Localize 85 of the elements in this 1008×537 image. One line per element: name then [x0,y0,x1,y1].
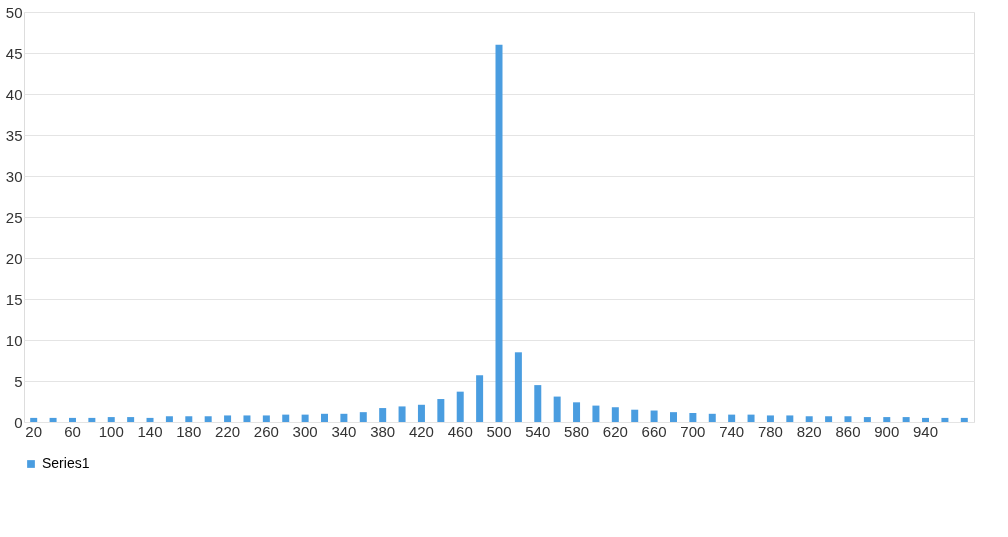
x-tick-label: 580 [564,422,590,440]
bar [282,414,290,422]
bar [922,417,930,422]
bar [592,405,600,422]
bar [68,417,76,422]
bar [669,412,677,422]
bar [88,417,96,422]
bar [30,417,38,422]
bar [805,416,813,422]
y-tick-label: 25 [5,208,23,226]
x-tick-label: 660 [641,422,667,440]
bar [689,412,697,422]
bar [863,417,871,422]
y-tick-label: 10 [5,331,23,349]
y-tick-label: 20 [5,249,23,267]
y-tick-label: 45 [5,44,23,62]
bar [902,417,910,422]
bar [747,414,755,422]
bar [941,417,949,422]
x-tick-label: 780 [757,422,783,440]
x-tick-label: 340 [331,422,357,440]
x-tick-label: 620 [602,422,628,440]
bar [844,416,852,422]
bar [262,415,270,422]
x-tick-label: 420 [408,422,434,440]
bar [49,417,57,422]
x-tick-label: 60 [64,422,81,440]
bar [476,375,484,422]
x-tick-label: 540 [525,422,551,440]
bar [766,415,774,422]
legend-label: Series1 [42,455,90,471]
y-tick-label: 35 [5,126,23,144]
y-tick-label: 5 [14,372,23,390]
bar [146,417,154,422]
x-tick-label: 180 [176,422,202,440]
x-tick-label: 860 [835,422,861,440]
bar [224,415,232,422]
y-tick-label: 50 [5,3,23,21]
x-tick-label: 900 [874,422,900,440]
x-tick-label: 460 [447,422,473,440]
y-tick-label: 30 [5,167,23,185]
bar [340,413,348,422]
x-tick-label: 260 [253,422,279,440]
x-tick-label: 700 [680,422,706,440]
bar [165,416,173,422]
bar [611,407,619,422]
bar [960,417,968,422]
bar [359,412,367,422]
x-tick-label: 100 [98,422,124,440]
bar [708,413,716,422]
bar [107,417,115,422]
x-tick-label: 300 [292,422,318,440]
y-tick-label: 40 [5,85,23,103]
bar [631,409,639,422]
bar [243,415,251,422]
bar [495,44,503,422]
x-tick-label: 500 [486,422,512,440]
bar [185,416,193,422]
bar [786,415,794,422]
bar [398,406,406,422]
bar [437,399,445,422]
bar [650,410,658,422]
bar [379,408,387,422]
x-tick-label: 380 [370,422,396,440]
bar [553,396,561,422]
bar [127,417,135,422]
bar [728,414,736,422]
bar [534,385,542,422]
y-tick-label: 15 [5,290,23,308]
bar [825,416,833,422]
bar [417,404,425,422]
x-tick-label: 20 [25,422,43,440]
x-tick-label: 220 [215,422,241,440]
bar [883,417,891,422]
bar [204,416,212,422]
bar [456,391,464,422]
x-tick-label: 740 [719,422,745,440]
bar [321,413,329,422]
y-tick-label: 0 [14,413,23,431]
bar [514,352,522,422]
x-tick-label: 140 [137,422,163,440]
bar [301,414,309,422]
x-tick-label: 820 [796,422,822,440]
x-tick-label: 940 [913,422,939,440]
bar [573,402,581,422]
